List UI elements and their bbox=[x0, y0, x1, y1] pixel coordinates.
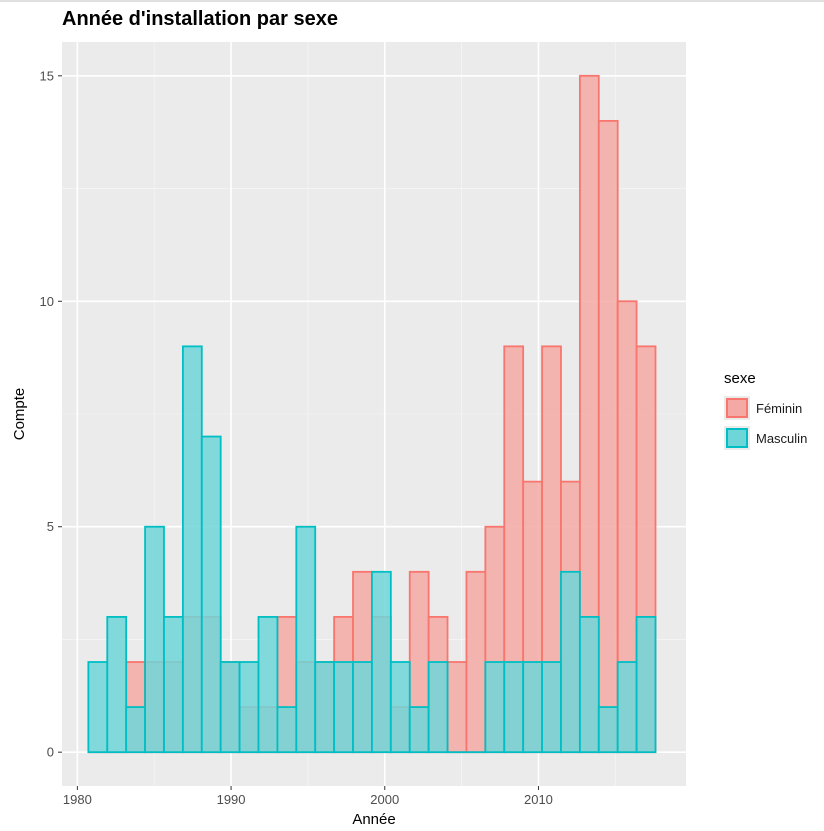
bar-masculin bbox=[125, 706, 146, 754]
bar-masculin bbox=[560, 570, 581, 754]
y-tick-label: 15 bbox=[40, 68, 54, 83]
bar-masculin bbox=[314, 661, 336, 754]
legend-key-feminin bbox=[724, 396, 750, 420]
y-tick-label: 10 bbox=[40, 294, 54, 309]
bar-masculin bbox=[541, 661, 562, 754]
bar-masculin bbox=[427, 661, 449, 754]
bar-masculin bbox=[408, 706, 430, 754]
x-tick-label: 2010 bbox=[524, 792, 553, 807]
bar-masculin bbox=[352, 661, 373, 754]
bar-masculin bbox=[163, 616, 184, 754]
legend: sexe Féminin Masculin bbox=[724, 370, 807, 453]
bar-feminin bbox=[597, 120, 619, 754]
bar-masculin bbox=[144, 525, 165, 754]
bar-masculin bbox=[238, 661, 260, 754]
bar-masculin bbox=[257, 616, 279, 754]
bar-masculin bbox=[106, 616, 128, 754]
bar-masculin bbox=[295, 525, 317, 754]
legend-label-feminin: Féminin bbox=[756, 400, 803, 416]
bar-masculin bbox=[522, 661, 543, 754]
bar-masculin bbox=[333, 661, 354, 754]
bar-feminin bbox=[446, 661, 468, 754]
x-tick-label: 1980 bbox=[63, 792, 92, 807]
y-axis-label: Compte bbox=[11, 388, 28, 441]
legend-label-masculin: Masculin bbox=[756, 430, 808, 446]
x-tick-label: 2000 bbox=[370, 792, 399, 807]
bar-masculin bbox=[371, 570, 392, 754]
bar-feminin bbox=[465, 570, 487, 754]
legend-title: sexe bbox=[724, 370, 756, 387]
bar-masculin bbox=[389, 661, 411, 754]
legend-item-feminin: Féminin bbox=[724, 393, 807, 423]
top-divider bbox=[0, 0, 824, 2]
bar-masculin bbox=[484, 661, 506, 754]
bar-masculin bbox=[181, 345, 203, 754]
x-tick-label: 1990 bbox=[217, 792, 246, 807]
y-tick-label: 5 bbox=[47, 519, 54, 534]
chart-title: Année d'installation par sexe bbox=[62, 8, 338, 30]
legend-key-masculin bbox=[724, 426, 750, 450]
bar-masculin bbox=[87, 661, 109, 754]
y-tick-label: 0 bbox=[47, 745, 54, 760]
bar-masculin bbox=[276, 706, 298, 754]
legend-swatch-feminin bbox=[726, 398, 748, 418]
bar-masculin bbox=[503, 661, 525, 754]
legend-swatch-masculin bbox=[726, 428, 748, 448]
bar-masculin bbox=[597, 706, 619, 754]
bar-masculin bbox=[635, 616, 657, 754]
legend-item-masculin: Masculin bbox=[724, 423, 807, 453]
bar-masculin bbox=[219, 661, 241, 754]
bar-masculin bbox=[578, 616, 600, 754]
bar-masculin bbox=[200, 435, 222, 754]
bar-masculin bbox=[616, 661, 638, 754]
x-axis-label: Année bbox=[352, 811, 395, 828]
